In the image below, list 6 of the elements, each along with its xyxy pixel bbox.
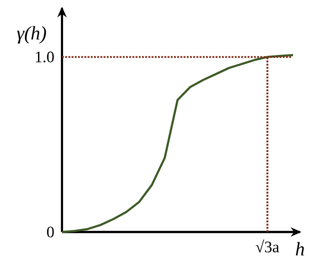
line-series [60, 54, 294, 234]
y-tick-label: 0 [47, 226, 54, 238]
y-tick-label: 1.0 [36, 52, 54, 62]
x-tick-label: √3a [256, 240, 280, 252]
x-axis-title: h [296, 242, 304, 256]
y-axis-title: γ(h) [17, 26, 46, 44]
